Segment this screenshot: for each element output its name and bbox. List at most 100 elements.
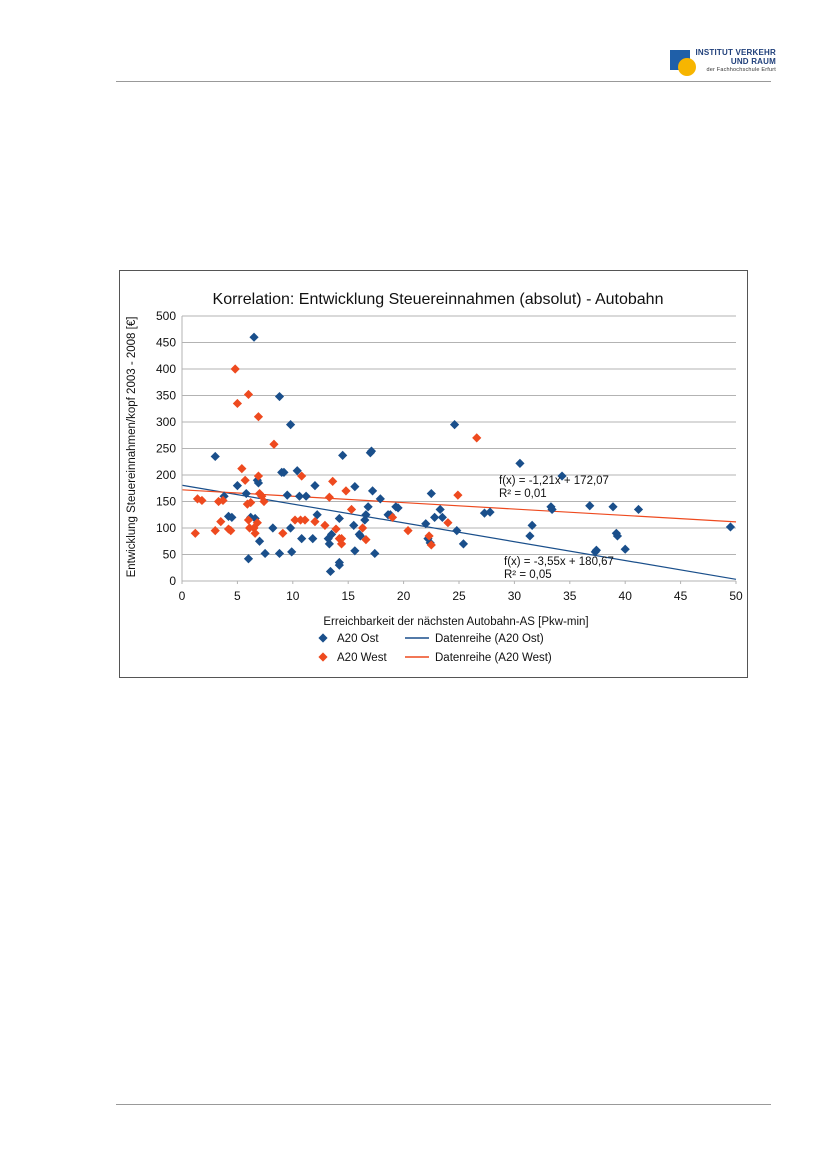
point-a20-ost: [325, 566, 336, 577]
point-a20-ost: [591, 545, 601, 555]
point-a20-ost: [363, 502, 373, 512]
point-a20-west: [230, 364, 240, 374]
point-a20-west: [216, 517, 226, 527]
point-a20-ost: [274, 391, 285, 402]
point-a20-ost: [338, 450, 348, 460]
y-tick-label: 50: [163, 548, 177, 562]
point-a20-ost: [334, 513, 344, 524]
point-a20-ost: [301, 491, 311, 501]
logo-text-line1: INSTITUT VERKEHR: [695, 48, 776, 57]
point-a20-ost: [355, 531, 365, 541]
point-a20-ost: [367, 486, 378, 496]
point-a20-west: [336, 539, 347, 549]
point-a20-ost: [426, 488, 436, 499]
point-a20-west: [190, 528, 200, 538]
point-a20-ost: [323, 534, 333, 544]
chart-frame: Korrelation: Entwicklung Steuereinnahmen…: [119, 270, 748, 678]
point-a20-ost: [232, 481, 242, 491]
point-a20-ost: [292, 466, 302, 476]
point-a20-ost: [210, 451, 220, 462]
y-tick-label: 500: [156, 309, 176, 323]
point-a20-ost: [620, 544, 630, 554]
point-a20-ost: [308, 534, 318, 544]
x-tick-label: 15: [342, 589, 356, 603]
point-a20-ost: [421, 519, 431, 529]
point-a20-west: [210, 526, 220, 536]
legend-label-datenreihe-a20-ost: Datenreihe (A20 Ost): [435, 633, 544, 645]
axes: 0 50 100 150 200 250 300 350 400 450 500 0 5 10 15 20 25…: [156, 309, 743, 603]
point-a20-west: [269, 439, 279, 449]
point-a20-ost: [515, 458, 525, 468]
point-a20-ost: [350, 482, 360, 492]
point-a20-ost: [452, 526, 462, 536]
institute-logo: INSTITUT VERKEHR UND RAUM der Fachhochsc…: [670, 48, 780, 78]
point-a20-west: [243, 515, 254, 525]
point-a20-ost: [324, 539, 334, 549]
point-a20-west: [278, 528, 288, 538]
point-a20-west: [259, 496, 269, 507]
footer-rule: [116, 1104, 771, 1105]
scatter-chart: Korrelation: Entwicklung Steuereinnahmen…: [126, 291, 743, 664]
point-a20-ost: [287, 547, 297, 557]
point-a20-ost: [285, 523, 296, 533]
header-rule: [116, 81, 771, 82]
y-tick-label: 150: [156, 495, 176, 509]
point-a20-ost: [241, 488, 251, 499]
point-a20-west: [403, 526, 413, 536]
legend: A20 Ost Datenreihe (A20 Ost) A20 West Daten…: [318, 633, 552, 664]
point-a20-ost: [282, 490, 292, 500]
trend-r2-ost: R² = 0,05: [504, 569, 552, 581]
legend-label-a20-ost: A20 Ost: [337, 633, 379, 645]
point-a20-west: [240, 475, 250, 485]
point-a20-ost: [249, 332, 259, 342]
point-a20-west: [424, 531, 434, 541]
x-tick-label: 0: [179, 589, 186, 603]
x-tick-label: 20: [397, 589, 411, 603]
y-tick-label: 0: [169, 574, 176, 588]
point-a20-ost: [633, 504, 644, 515]
point-a20-ost: [608, 502, 618, 512]
point-a20-west: [336, 534, 347, 544]
point-a20-west: [253, 412, 264, 422]
point-a20-ost: [334, 557, 344, 568]
point-a20-west: [324, 492, 334, 502]
point-a20-ost: [260, 548, 270, 559]
point-a20-ost: [254, 536, 265, 546]
point-a20-west: [226, 526, 236, 536]
y-axis-label: Entwicklung Steuereinnahmen/kopf 2003 - …: [126, 317, 138, 578]
point-a20-west: [218, 495, 228, 506]
point-a20-west: [426, 540, 436, 550]
point-a20-west: [328, 476, 338, 486]
point-a20-ost: [285, 420, 296, 430]
logo-text-line3: der Fachhochschule Erfurt: [706, 67, 776, 73]
legend-marker-a20-ost: [318, 633, 328, 643]
x-tick-label: 30: [508, 589, 522, 603]
point-a20-west: [358, 523, 368, 533]
point-a20-west: [346, 504, 357, 515]
trend-r2-west: R² = 0,01: [499, 488, 547, 500]
trend-equation-west: f(x) = -1,21x + 172,07: [499, 475, 609, 487]
point-a20-west: [453, 490, 463, 500]
gridlines: [182, 315, 736, 582]
point-a20-west: [232, 398, 242, 409]
trendline-west: [181, 489, 737, 523]
point-a20-ost: [435, 504, 445, 515]
point-a20-west: [237, 464, 247, 474]
point-a20-ost: [312, 510, 322, 520]
x-tick-label: 45: [674, 589, 688, 603]
point-a20-ost: [268, 523, 278, 533]
point-a20-ost: [350, 546, 360, 556]
y-tick-label: 350: [156, 389, 176, 403]
point-a20-ost: [274, 548, 285, 559]
point-a20-west: [320, 520, 330, 530]
y-tick-label: 400: [156, 362, 176, 376]
logo-circle-icon: [678, 58, 696, 76]
point-a20-ost: [525, 531, 535, 541]
point-a20-ost: [449, 420, 460, 430]
point-a20-west: [243, 389, 254, 400]
y-tick-label: 300: [156, 415, 176, 429]
logo-text-line2: UND RAUM: [730, 57, 776, 66]
trend-equation-ost: f(x) = -3,55x + 180,67: [504, 556, 614, 568]
point-a20-ost: [294, 491, 305, 501]
point-a20-west: [361, 535, 371, 545]
